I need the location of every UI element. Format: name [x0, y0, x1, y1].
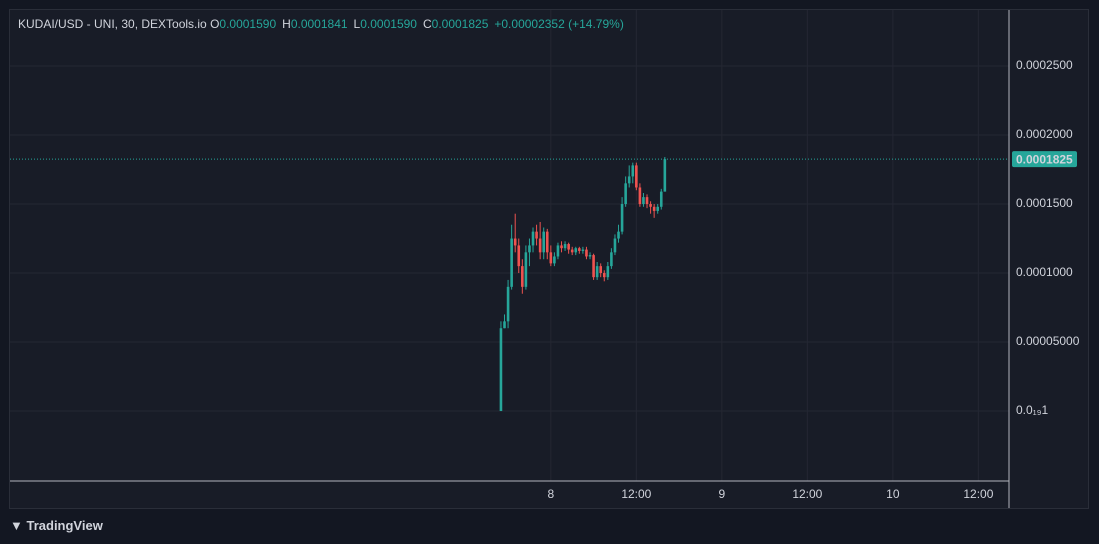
candle-body — [617, 231, 620, 239]
candle-body — [627, 176, 631, 184]
candle-body — [574, 248, 578, 253]
y-tick-label: 0.0002500 — [1016, 58, 1073, 72]
candle-body — [631, 165, 635, 177]
candle-body — [659, 191, 663, 207]
candle-body — [585, 249, 588, 257]
candle-body — [649, 204, 652, 207]
x-tick-label: 9 — [718, 487, 725, 501]
candle-body — [624, 183, 627, 205]
candle-body — [549, 252, 553, 264]
last-price-label: 0.0001825 — [1016, 152, 1073, 166]
candle-body — [510, 238, 513, 287]
candle-body — [652, 206, 656, 211]
candle-body — [531, 231, 535, 246]
candle-body — [642, 197, 645, 205]
brand-text: TradingView — [26, 518, 103, 533]
candle-body — [538, 238, 542, 253]
candle-body — [560, 245, 563, 249]
candle-body — [570, 249, 574, 253]
ohlc-label: O — [210, 17, 220, 31]
candle-body — [602, 273, 606, 278]
x-tick-label: 12:00 — [792, 487, 822, 501]
x-tick-label: 8 — [547, 487, 554, 501]
legend-header: KUDAI/USD - UNI, 30, DEXTools.io O0.0001… — [18, 17, 630, 31]
ohlc-label: H — [282, 17, 291, 31]
y-tick-label: 0.00005000 — [1016, 334, 1080, 348]
candle-body — [503, 321, 506, 329]
y-tick-label: 0.0001000 — [1016, 265, 1073, 279]
candle-body — [521, 266, 524, 287]
candle-body — [663, 159, 667, 192]
candle-body — [606, 266, 610, 278]
candle-body — [535, 231, 538, 239]
chart-panel — [9, 9, 1089, 509]
ohlc: O0.0001590 H0.0001841 L0.0001590 C0.0001825 — [210, 17, 494, 31]
candle-body — [528, 245, 531, 253]
candle-body — [517, 245, 521, 267]
candle-body — [542, 231, 546, 253]
candle-body — [524, 252, 528, 287]
candle-body — [588, 255, 592, 257]
change: +0.00002352 (+14.79%) — [494, 17, 624, 31]
brand: ▼ TradingView — [10, 518, 103, 533]
candle-body — [656, 206, 660, 211]
y-tick-label: 0.0₁₉1 — [1016, 403, 1048, 417]
candle-body — [610, 252, 613, 267]
candle-body — [595, 266, 599, 278]
ohlc-value: 0.0001590 — [219, 17, 277, 31]
ohlc-label: L — [353, 17, 361, 31]
candle-body — [563, 244, 567, 249]
candle-body — [599, 266, 603, 274]
candle-body — [553, 256, 556, 264]
ohlc-value: 0.0001590 — [360, 17, 417, 31]
y-tick-label: 0.0002000 — [1016, 127, 1073, 141]
x-tick-label: 12:00 — [963, 487, 993, 501]
candle-body — [581, 249, 585, 251]
candle-body — [545, 231, 549, 253]
x-tick-label: 12:00 — [621, 487, 651, 501]
x-tick-label: 10 — [886, 487, 900, 501]
candle-body — [513, 238, 517, 246]
symbol: KUDAI/USD - UNI, 30, DEXTools.io — [18, 17, 207, 31]
candle-body — [613, 238, 617, 253]
ohlc-value: 0.0001841 — [290, 17, 348, 31]
last-price-box — [1012, 151, 1077, 168]
ohlc-value: 0.0001825 — [431, 17, 489, 31]
candle-body — [506, 286, 510, 322]
ohlc-label: C — [422, 17, 432, 31]
candle-body — [620, 204, 624, 232]
candle-body — [638, 187, 642, 205]
candle-body — [635, 165, 638, 188]
candle-body — [567, 244, 570, 250]
candle-body — [578, 248, 581, 251]
candle-body — [645, 197, 649, 205]
candle-body — [499, 328, 503, 412]
y-tick-label: 0.0001500 — [1016, 196, 1073, 210]
candle-body — [592, 255, 595, 278]
candle-body — [556, 245, 560, 257]
